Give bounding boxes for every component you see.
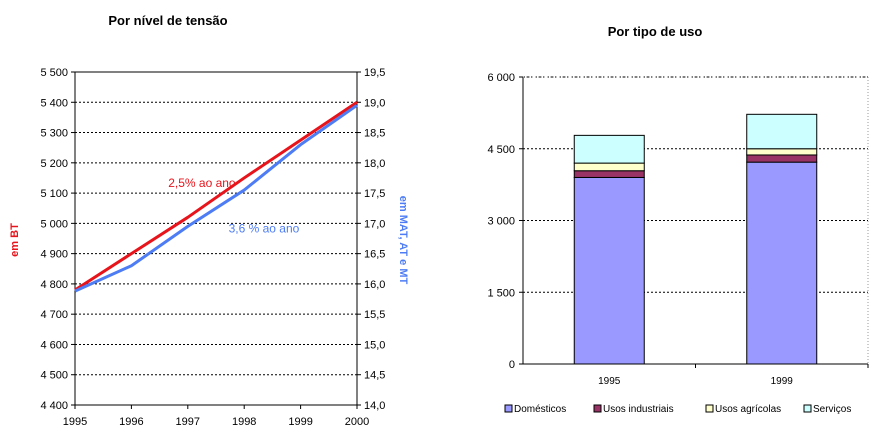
legend-swatch: [593, 404, 602, 413]
y-left-axis-label: em BT: [9, 223, 21, 257]
y-tick-label: 4 500: [487, 144, 515, 156]
x-tick-label: 1998: [232, 416, 256, 428]
y-tick-label: 0: [509, 359, 515, 371]
legend-label: Serviços: [813, 404, 851, 415]
bar-segment-2: [573, 162, 645, 172]
y-tick-label: 3 000: [487, 216, 515, 228]
bar-segment-2: [746, 148, 818, 156]
bar-segment-1: [746, 154, 818, 163]
y-left-tick-label: 5 300: [40, 128, 68, 140]
chart-title: Por nível de tensão: [108, 13, 227, 28]
y-right-tick-label: 15,5: [364, 309, 385, 321]
bar-segment-0: [573, 176, 645, 365]
x-tick-label: 1995: [598, 376, 621, 387]
legend-label: Usos agrícolas: [715, 404, 781, 415]
growth-annotation-bt: 2,5% ao ano: [168, 176, 236, 190]
legend-label: Usos industriais: [603, 404, 674, 415]
bar-segment-1: [573, 170, 645, 178]
y-right-tick-label: 15,0: [364, 339, 385, 351]
y-right-tick-label: 18,5: [364, 128, 385, 140]
bar-segment-3: [746, 113, 818, 150]
y-right-tick-label: 17,0: [364, 218, 385, 230]
growth-annotation-mat: 3,6 % ao ano: [229, 221, 300, 235]
y-right-tick-label: 19,0: [364, 97, 385, 109]
series-line-0: [74, 101, 358, 292]
axes: [519, 76, 869, 368]
y-right-tick-label: 18,0: [364, 158, 385, 170]
y-tick-label: 6 000: [487, 72, 515, 84]
annotations: 2,5% ao ano 3,6 % ao ano: [168, 176, 299, 235]
y-left-tick-label: 5 500: [40, 67, 68, 79]
bar-segment-0: [746, 161, 818, 365]
y-right-axis-label: em MAT, AT e MT: [397, 196, 409, 285]
y-left-tick-label: 4 600: [40, 339, 68, 351]
bar-segment-3: [573, 134, 645, 164]
series: [74, 101, 358, 293]
x-tick-label: 1996: [119, 416, 143, 428]
y-right-tick-label: 19,5: [364, 67, 385, 79]
y-left-tick-label: 5 000: [40, 218, 68, 230]
line-chart-by-voltage: Por nível de tensão em BT em MAT, AT e M…: [9, 13, 409, 428]
series-line-1: [74, 104, 358, 293]
bar-chart-by-use: Por tipo de uso 0 1 500 3 000 4 500 6 000 199…: [487, 24, 869, 415]
y-left-tick-label: 5 100: [40, 188, 68, 200]
x-tick-label: 1999: [288, 416, 312, 428]
legend-swatch: [803, 404, 812, 413]
y-left-tick-label: 5 400: [40, 97, 68, 109]
y-right-tick-label: 14,0: [364, 400, 385, 412]
legend-label: Domésticos: [514, 404, 566, 415]
legend: Domésticos Usos industriais Usos agrícolas…: [504, 404, 851, 415]
axes: [71, 71, 361, 409]
y-left-tick-label: 5 200: [40, 158, 68, 170]
x-tick-label: 1995: [63, 416, 87, 428]
y-right-tick-label: 17,5: [364, 188, 385, 200]
tick-labels: 4 400 14,0 4 500 14,5 4 600 15,0 4 700 15,5 4 80…: [40, 67, 385, 428]
x-tick-label: 1999: [771, 376, 794, 387]
legend-swatch: [705, 404, 714, 413]
bars: [573, 113, 818, 365]
y-left-tick-label: 4 500: [40, 370, 68, 382]
y-right-tick-label: 16,5: [364, 249, 385, 261]
chart-title: Por tipo de uso: [608, 24, 703, 39]
x-tick-label: 1997: [176, 416, 200, 428]
x-tick-label: 2000: [345, 416, 369, 428]
y-left-tick-label: 4 400: [40, 400, 68, 412]
tick-labels: 0 1 500 3 000 4 500 6 000 1995 1999: [487, 72, 793, 387]
y-left-tick-label: 4 700: [40, 309, 68, 321]
y-right-tick-label: 14,5: [364, 370, 385, 382]
legend-swatch: [504, 404, 513, 413]
plot-frame: [74, 71, 358, 406]
y-tick-label: 1 500: [487, 287, 515, 299]
grid: [75, 71, 357, 376]
y-left-tick-label: 4 800: [40, 279, 68, 291]
y-right-tick-label: 16,0: [364, 279, 385, 291]
y-left-tick-label: 4 900: [40, 249, 68, 261]
